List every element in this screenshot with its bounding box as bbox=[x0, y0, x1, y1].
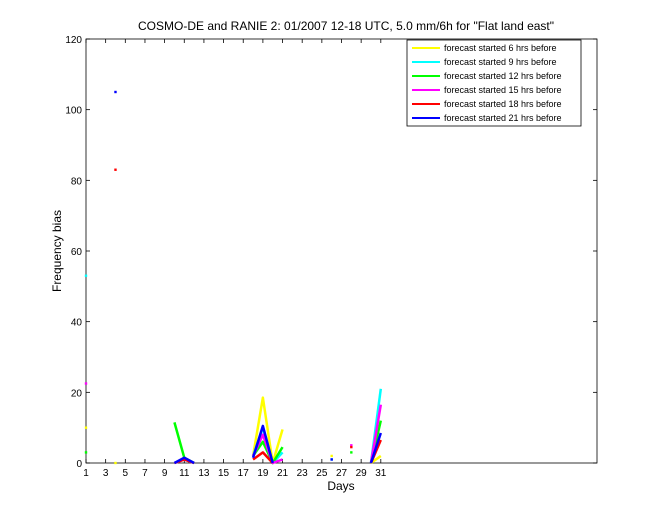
series-line bbox=[369, 404, 383, 464]
series-line bbox=[173, 456, 195, 465]
y-tick-label: 80 bbox=[71, 176, 83, 187]
data-point bbox=[114, 168, 117, 171]
data-point bbox=[350, 451, 353, 454]
series-layer bbox=[84, 90, 383, 465]
x-tick-label: 3 bbox=[103, 468, 109, 479]
x-tick-label: 17 bbox=[238, 468, 250, 479]
x-tick-label: 15 bbox=[218, 468, 230, 479]
series-line bbox=[251, 396, 284, 465]
series-line bbox=[369, 432, 382, 464]
legend-label: forecast started 15 hrs before bbox=[444, 85, 562, 95]
y-tick-label: 40 bbox=[71, 318, 83, 329]
y-tick-label: 0 bbox=[76, 459, 82, 470]
x-tick-label: 5 bbox=[123, 468, 129, 479]
legend-label: forecast started 6 hrs before bbox=[444, 43, 557, 53]
data-point bbox=[350, 445, 353, 449]
x-tick-label: 29 bbox=[356, 468, 368, 479]
data-point bbox=[114, 90, 117, 94]
series-6 bbox=[114, 90, 382, 465]
x-tick-label: 19 bbox=[257, 468, 269, 479]
legend-label: forecast started 9 hrs before bbox=[444, 57, 557, 67]
data-point bbox=[84, 451, 88, 454]
legend: forecast started 6 hrs before forecast st… bbox=[406, 39, 582, 127]
axis-ticks: 1 3 5 7 9 11 13 15 17 19 21 23 25 27 29 310204060801001… bbox=[65, 35, 597, 479]
y-tick-label: 100 bbox=[65, 106, 82, 117]
x-tick-label: 25 bbox=[316, 468, 328, 479]
x-tick-label: 9 bbox=[162, 468, 168, 479]
data-point bbox=[84, 382, 88, 385]
x-tick-label: 21 bbox=[277, 468, 289, 479]
data-point bbox=[330, 454, 333, 458]
x-tick-label: 27 bbox=[336, 468, 348, 479]
x-tick-label: 1 bbox=[83, 468, 89, 479]
y-tick-label: 120 bbox=[65, 35, 82, 46]
y-tick-label: 20 bbox=[71, 388, 83, 399]
x-axis-label: Days bbox=[327, 479, 354, 493]
x-tick-label: 13 bbox=[198, 468, 210, 479]
x-tick-label: 11 bbox=[179, 468, 190, 479]
y-tick-label: 60 bbox=[71, 247, 83, 258]
legend-box bbox=[406, 39, 582, 127]
data-point bbox=[330, 458, 333, 461]
series-line bbox=[251, 424, 274, 464]
x-tick-label: 7 bbox=[142, 468, 148, 479]
x-tick-label: 23 bbox=[297, 468, 309, 479]
data-point bbox=[114, 461, 117, 465]
series-line bbox=[252, 451, 274, 464]
legend-label: forecast started 12 hrs before bbox=[444, 71, 562, 81]
legend-label: forecast started 18 hrs before bbox=[444, 99, 562, 109]
chart-title: COSMO-DE and RANIE 2: 01/2007 12-18 UTC,… bbox=[138, 19, 554, 33]
data-point bbox=[84, 426, 88, 429]
y-axis-label: Frequency bias bbox=[50, 210, 64, 292]
data-point bbox=[84, 274, 88, 277]
legend-label: forecast started 21 hrs before bbox=[444, 113, 562, 123]
x-tick-label: 31 bbox=[375, 468, 387, 479]
data-point bbox=[350, 444, 353, 447]
